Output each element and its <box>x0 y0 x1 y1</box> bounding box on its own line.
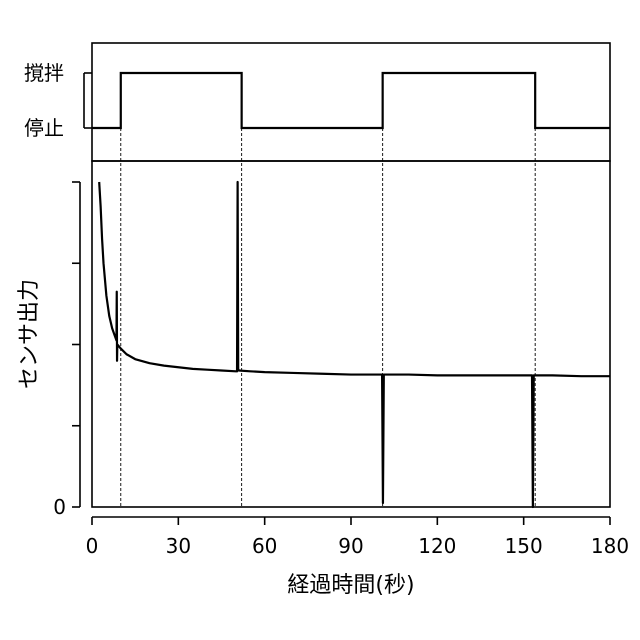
state-panel-frame <box>92 43 610 161</box>
state-axis <box>84 73 92 128</box>
x-tick-label: 150 <box>505 534 543 558</box>
x-tick-label: 120 <box>418 534 456 558</box>
y-axis: 0 <box>53 182 80 519</box>
sensor-output-line <box>99 182 610 507</box>
x-axis-title: 経過時間(秒) <box>287 573 414 598</box>
x-tick-label: 30 <box>166 534 191 558</box>
state-line <box>92 73 610 128</box>
state-off-label: 停止 <box>24 116 64 140</box>
x-tick-label: 180 <box>591 534 629 558</box>
x-tick-label: 90 <box>338 534 363 558</box>
x-axis: 0 30 60 90 120 150 180 <box>86 517 629 558</box>
transition-lines <box>121 128 535 507</box>
y-axis-title: センサ出力 <box>17 279 42 389</box>
y-tick-label: 0 <box>53 495 66 519</box>
x-tick-label: 0 <box>86 534 99 558</box>
state-on-label: 撹拌 <box>24 61 64 85</box>
x-tick-label: 60 <box>252 534 277 558</box>
